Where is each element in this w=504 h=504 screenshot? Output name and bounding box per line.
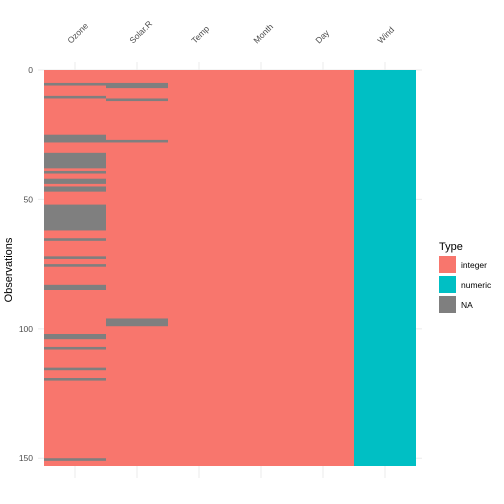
column-fill-temp (168, 70, 230, 466)
na-cell (44, 238, 106, 241)
y-axis-title: Observations (3, 237, 15, 302)
na-cell (44, 458, 106, 461)
na-cell (44, 367, 106, 371)
x-tick-label: Solar.R (127, 19, 154, 46)
y-tick-label: 0 (28, 65, 33, 75)
na-cell (44, 256, 106, 259)
legend-key-integer (439, 256, 456, 273)
legend-label: NA (461, 300, 473, 310)
na-cell (44, 186, 106, 192)
legend-label: numeric (461, 280, 492, 290)
na-cell (44, 170, 106, 174)
na-cell (44, 152, 106, 169)
legend-key-na (439, 296, 456, 313)
na-cell (106, 98, 168, 102)
y-tick-label: 50 (24, 194, 34, 204)
legend-key-numeric (439, 276, 456, 293)
legend-title: Type (439, 241, 463, 253)
x-axis: Ozone Solar.R Temp Month Day Wind (65, 19, 396, 46)
x-tick-label: Temp (189, 23, 211, 45)
na-cell (44, 334, 106, 340)
na-cell (44, 264, 106, 267)
y-tick-label: 150 (19, 453, 33, 463)
na-cell (106, 82, 168, 89)
column-fill-wind (354, 70, 416, 466)
na-cell (44, 178, 106, 184)
x-tick-label: Ozone (65, 20, 90, 45)
na-cell (44, 204, 106, 231)
column-fill-ozone (44, 70, 106, 466)
heatmap-cells (44, 70, 416, 466)
y-tick-label: 100 (19, 324, 33, 334)
column-fill-day (292, 70, 354, 466)
column-fill-solar-r (106, 70, 168, 466)
x-tick-label: Month (251, 21, 275, 45)
na-cell (44, 134, 106, 143)
na-cell (44, 378, 106, 381)
legend: Type integer numeric NA (439, 241, 492, 313)
na-cell (44, 346, 106, 350)
na-cell (44, 82, 106, 86)
x-tick-label: Day (313, 27, 331, 45)
na-cell (44, 284, 106, 290)
x-tick-label: Wind (375, 24, 396, 45)
column-fill-month (230, 70, 292, 466)
na-cell (106, 318, 168, 327)
legend-label: integer (461, 260, 487, 270)
na-cell (44, 95, 106, 99)
na-cell (106, 139, 168, 143)
y-axis: 0 50 100 150 (19, 65, 33, 463)
